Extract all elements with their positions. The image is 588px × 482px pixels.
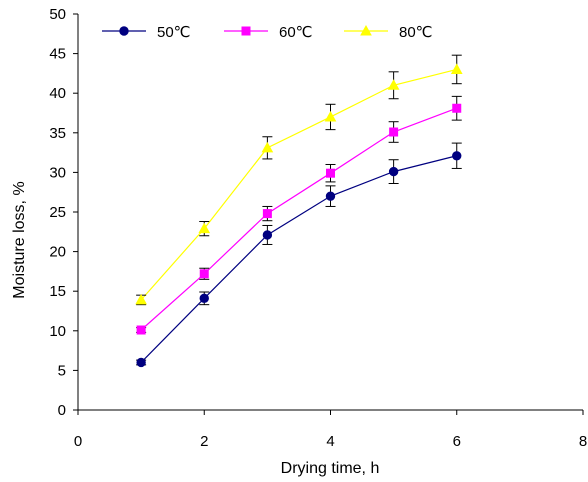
plot-area: 0 5 10 15 20 25 30 35 40 45 50 0 2 4 6 8 xyxy=(49,6,587,450)
data-point xyxy=(262,209,272,219)
x-tick-label: 8 xyxy=(579,433,587,450)
data-point xyxy=(199,293,209,304)
series-line xyxy=(140,68,457,301)
data-point xyxy=(389,127,399,137)
y-tick-label: 15 xyxy=(49,283,66,300)
legend-marker xyxy=(360,24,372,36)
data-point xyxy=(199,269,209,279)
legend-item: 50℃ xyxy=(102,24,191,41)
data-point xyxy=(261,141,274,153)
series-2 xyxy=(135,54,463,306)
data-point xyxy=(136,325,146,335)
legend-item: 60℃ xyxy=(224,24,313,41)
y-tick-label: 50 xyxy=(49,6,66,23)
series-layer xyxy=(135,54,463,368)
x-tick-label: 2 xyxy=(200,433,208,450)
y-tick-label: 30 xyxy=(49,164,66,181)
data-point xyxy=(136,357,146,368)
x-tick-label: 4 xyxy=(326,433,334,450)
series-0 xyxy=(136,142,462,368)
series-1 xyxy=(136,95,462,335)
x-axis-title: Drying time, h xyxy=(281,460,380,477)
data-point xyxy=(387,79,400,90)
y-axis-title: Moisture loss, % xyxy=(11,181,28,298)
y-tick-label: 5 xyxy=(58,362,66,379)
y-tick-label: 25 xyxy=(49,204,66,221)
legend-label: 50℃ xyxy=(157,24,191,41)
legend: 50℃ 60℃ 80℃ xyxy=(102,24,433,41)
data-point xyxy=(388,166,399,177)
y-tick-label: 20 xyxy=(49,244,66,261)
legend-item: 80℃ xyxy=(344,24,433,41)
series-line xyxy=(140,107,457,331)
x-tick-label: 6 xyxy=(453,433,461,450)
legend-marker xyxy=(241,26,251,36)
data-point xyxy=(135,293,147,305)
y-tick-label: 40 xyxy=(49,85,66,102)
y-tick-label: 10 xyxy=(49,323,66,340)
series-line xyxy=(140,155,457,363)
y-axis-ticks: 0 5 10 15 20 25 30 35 40 45 50 xyxy=(49,6,78,419)
data-point xyxy=(262,230,273,240)
legend-label: 60℃ xyxy=(279,24,313,41)
data-point xyxy=(325,191,336,201)
y-tick-label: 35 xyxy=(49,125,66,142)
data-point xyxy=(326,168,335,178)
y-tick-label: 0 xyxy=(58,402,66,419)
data-point xyxy=(452,103,462,113)
y-tick-label: 45 xyxy=(49,46,66,63)
x-tick-label: 0 xyxy=(74,433,82,450)
x-axis-ticks: 0 2 4 6 8 xyxy=(74,410,587,450)
data-point xyxy=(452,151,462,161)
data-point xyxy=(450,63,463,74)
data-point xyxy=(198,222,211,234)
data-point xyxy=(324,110,337,122)
legend-label: 80℃ xyxy=(399,24,433,41)
legend-marker xyxy=(119,26,129,36)
